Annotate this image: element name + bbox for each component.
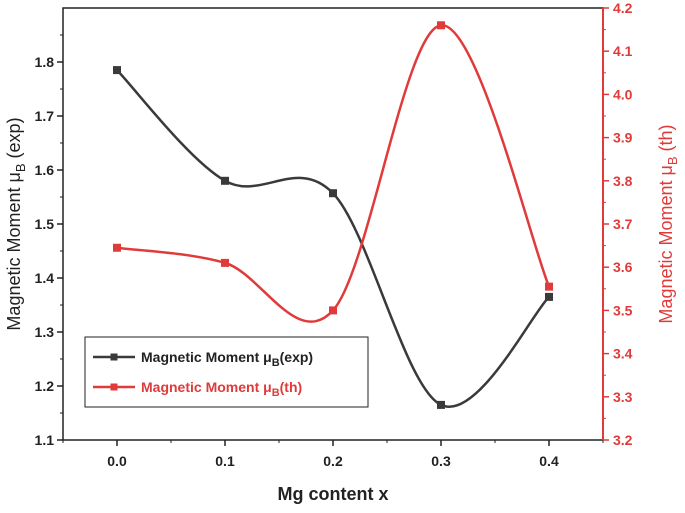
x-axis-title: Mg content x (278, 484, 389, 504)
data-point-exp-4 (545, 292, 553, 301)
data-point-exp-1 (221, 176, 229, 185)
y-axis-right-title: Magnetic Moment μB (th) (656, 124, 680, 323)
legend-entry-exp: Magnetic Moment μB(exp) (93, 349, 313, 369)
data-point-exp-2 (329, 189, 337, 198)
series-line-exp (116, 69, 550, 409)
y-left-tick-label-5: 1.6 (35, 162, 55, 178)
axis-ticks: 0.0 0.1 0.2 0.3 0.4 1.1 1.2 1.3 1.4 1.5 1.6 1.7 1.8 3… (35, 0, 633, 469)
legend-marker-exp (110, 353, 118, 361)
series-line-th (116, 24, 551, 323)
x-tick-label-4: 0.4 (539, 453, 559, 469)
legend: Magnetic Moment μB(exp) Magnetic Moment … (84, 336, 369, 408)
y-left-tick-label-6: 1.7 (35, 108, 55, 124)
data-point-th-0 (113, 243, 121, 252)
data-point-th-3 (437, 21, 445, 30)
data-point-th-4 (545, 282, 553, 291)
y-left-tick-label-4: 1.5 (35, 216, 55, 232)
data-point-th-2 (329, 306, 337, 315)
legend-box (84, 336, 369, 408)
y-right-tick-label-2: 3.4 (613, 346, 633, 362)
data-point-exp-3 (437, 400, 445, 409)
y-right-tick-label-0: 3.2 (613, 432, 633, 448)
plot-marks (113, 21, 553, 409)
x-tick-label-3: 0.3 (431, 453, 451, 469)
y-left-tick-label-0: 1.1 (35, 432, 55, 448)
y-right-tick-label-10: 4.2 (613, 0, 633, 16)
x-tick-label-1: 0.1 (215, 453, 235, 469)
y-right-tick-label-4: 3.6 (613, 259, 633, 275)
y-right-tick-label-8: 4.0 (613, 86, 633, 102)
y-right-tick-label-9: 4.1 (613, 43, 633, 59)
legend-entry-th: Magnetic Moment μB(th) (93, 379, 302, 399)
x-tick-label-0: 0.0 (107, 453, 127, 469)
y-right-tick-label-3: 3.5 (613, 302, 633, 318)
legend-marker-th (110, 383, 118, 391)
y-axis-left-title: Magnetic Moment μB (exp) (4, 117, 28, 330)
x-tick-label-2: 0.2 (323, 453, 343, 469)
y-left-tick-label-2: 1.3 (35, 324, 55, 340)
y-left-tick-label-1: 1.2 (35, 378, 55, 394)
data-point-th-1 (221, 258, 229, 267)
y-left-tick-label-3: 1.4 (35, 270, 55, 286)
data-point-exp-0 (113, 66, 121, 75)
y-right-tick-label-7: 3.9 (613, 130, 633, 146)
legend-label-exp: Magnetic Moment μB(exp) (141, 349, 313, 369)
y-right-tick-label-1: 3.3 (613, 389, 633, 405)
legend-label-th: Magnetic Moment μB(th) (141, 379, 302, 399)
y-right-tick-label-5: 3.7 (613, 216, 633, 232)
y-right-tick-label-6: 3.8 (613, 173, 633, 189)
y-left-tick-label-7: 1.8 (35, 54, 55, 70)
